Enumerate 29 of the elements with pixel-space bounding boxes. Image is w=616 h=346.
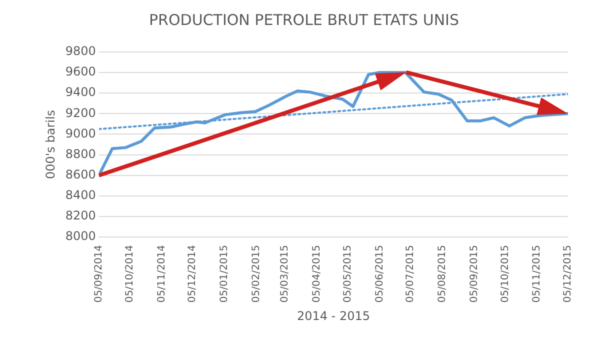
y-tick-label: 8800 bbox=[65, 146, 96, 161]
x-tick-label: 05/03/2015 bbox=[280, 244, 291, 303]
chart-title: PRODUCTION PETROLE BRUT ETATS UNIS bbox=[149, 10, 459, 29]
x-axis-title: 2014 - 2015 bbox=[296, 308, 370, 323]
x-tick-label: 05/04/2015 bbox=[312, 244, 323, 303]
x-tick-label: 05/10/2015 bbox=[500, 244, 511, 303]
y-tick-label: 9200 bbox=[65, 106, 96, 120]
y-tick-label: 9600 bbox=[65, 64, 96, 79]
x-tick-label: 05/06/2015 bbox=[374, 244, 386, 303]
x-tick-label: 05/12/2014 bbox=[187, 244, 198, 303]
x-tick-label: 05/09/2014 bbox=[94, 244, 105, 303]
y-tick-label: 8000 bbox=[65, 229, 96, 244]
x-tick-label: 05/07/2015 bbox=[405, 244, 416, 303]
x-tick-label: 05/09/2015 bbox=[468, 244, 480, 303]
y-tick-label: 8200 bbox=[65, 208, 96, 223]
x-tick-label: 05/02/2015 bbox=[250, 244, 262, 303]
x-tick-label: 05/01/2015 bbox=[219, 244, 230, 303]
x-tick-label: 05/05/2015 bbox=[342, 244, 354, 303]
x-tick-label: 05/10/2014 bbox=[124, 244, 136, 303]
y-tick-label: 9400 bbox=[65, 85, 96, 100]
x-tick-label: 05/12/2015 bbox=[562, 244, 574, 303]
x-tick-label: 05/11/2014 bbox=[156, 244, 168, 303]
y-tick-label: 9000 bbox=[65, 126, 96, 140]
y-axis-title: 000's barils bbox=[43, 110, 58, 180]
y-tick-label: 8400 bbox=[65, 188, 96, 202]
x-tick-label: 05/11/2015 bbox=[532, 244, 543, 303]
y-tick-label: 9800 bbox=[65, 44, 96, 58]
x-tick-label: 05/08/2015 bbox=[437, 244, 448, 303]
y-tick-label: 8600 bbox=[65, 167, 96, 182]
